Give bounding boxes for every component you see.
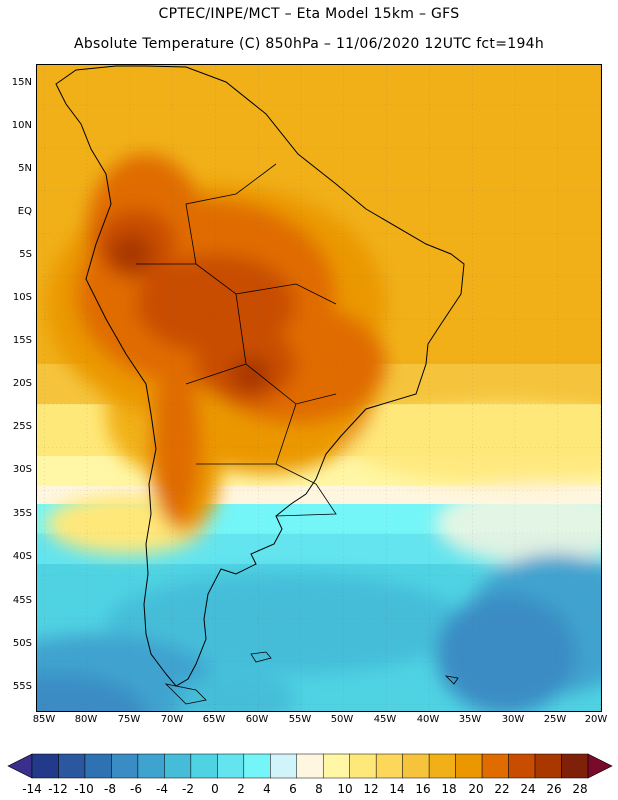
lat-label-10s: 10S xyxy=(12,292,32,303)
colorbar-label: -14 xyxy=(22,782,42,796)
lon-label-35w: 35W xyxy=(458,714,482,725)
colorbar-cell xyxy=(561,753,589,779)
colorbar-label: 14 xyxy=(389,782,405,796)
lon-label-75w: 75W xyxy=(117,714,141,725)
colorbar-label: -2 xyxy=(182,782,194,796)
colorbar-label: -4 xyxy=(156,782,168,796)
colorbar-label: 28 xyxy=(572,782,588,796)
lat-label-10n: 10N xyxy=(11,120,32,131)
colorbar-label: -6 xyxy=(130,782,142,796)
lat-label-55s: 55S xyxy=(12,681,32,692)
colorbar-cell xyxy=(190,753,218,779)
title-line-1: CPTEC/INPE/MCT – Eta Model 15km – GFS xyxy=(158,6,460,22)
colorbar-label: 10 xyxy=(337,782,353,796)
colorbar-label: 16 xyxy=(415,782,431,796)
colorbar-cell xyxy=(322,753,350,779)
graticule xyxy=(36,64,602,712)
colorbar-cell xyxy=(243,753,271,779)
colorbar-cell xyxy=(296,753,324,779)
lon-label-65w: 65W xyxy=(202,714,226,725)
colorbar-label: 22 xyxy=(494,782,510,796)
colorbar-label: -8 xyxy=(104,782,116,796)
lat-label-50s: 50S xyxy=(12,638,32,649)
lat-label-15s: 15S xyxy=(12,335,32,346)
lon-label-85w: 85W xyxy=(32,714,56,725)
colorbar-cell xyxy=(455,753,483,779)
lon-label-30w: 30W xyxy=(501,714,525,725)
lon-label-45w: 45W xyxy=(373,714,397,725)
colorbar-cell xyxy=(164,753,192,779)
colorbar-label: 0 xyxy=(211,782,219,796)
colorbar-cell xyxy=(58,753,86,779)
colorbar-label: 20 xyxy=(468,782,484,796)
colorbar-cell xyxy=(31,753,59,779)
lat-label-20s: 20S xyxy=(12,378,32,389)
lat-label-5n: 5N xyxy=(18,163,32,174)
lat-label-eq: EQ xyxy=(17,206,32,217)
lon-label-25w: 25W xyxy=(543,714,567,725)
lon-label-55w: 55W xyxy=(288,714,312,725)
lon-label-50w: 50W xyxy=(330,714,354,725)
colorbar-label: -12 xyxy=(48,782,68,796)
colorbar-label: -10 xyxy=(74,782,94,796)
colorbar-cell xyxy=(137,753,165,779)
lat-label-35s: 35S xyxy=(12,508,32,519)
colorbar xyxy=(7,753,613,779)
lat-label-30s: 30S xyxy=(12,464,32,475)
lat-label-25s: 25S xyxy=(12,421,32,432)
lon-label-60w: 60W xyxy=(245,714,269,725)
colorbar-label: 26 xyxy=(546,782,562,796)
colorbar-label: 8 xyxy=(315,782,323,796)
colorbar-cell xyxy=(375,753,403,779)
lat-label-15n: 15N xyxy=(11,77,32,88)
colorbar-label: 18 xyxy=(441,782,457,796)
colorbar-cell xyxy=(217,753,245,779)
lat-label-40s: 40S xyxy=(12,551,32,562)
lat-label-45s: 45S xyxy=(12,595,32,606)
colorbar-cell xyxy=(111,753,139,779)
temperature-map xyxy=(36,64,602,712)
lat-label-5s: 5S xyxy=(19,249,32,260)
map-frame xyxy=(36,64,602,712)
colorbar-low-arrow xyxy=(7,753,33,779)
colorbar-high-arrow xyxy=(587,753,613,779)
title-line-2: Absolute Temperature (C) 850hPa – 11/06/… xyxy=(73,36,545,52)
colorbar-cell xyxy=(349,753,377,779)
colorbar-cell xyxy=(428,753,456,779)
colorbar-cell xyxy=(534,753,562,779)
lon-label-80w: 80W xyxy=(74,714,98,725)
lon-label-70w: 70W xyxy=(160,714,184,725)
colorbar-cell xyxy=(270,753,298,779)
colorbar-cell xyxy=(84,753,112,779)
colorbar-label: 12 xyxy=(363,782,379,796)
lon-label-20w: 20W xyxy=(584,714,608,725)
colorbar-label: 4 xyxy=(263,782,271,796)
colorbar-label: 6 xyxy=(289,782,297,796)
colorbar-label: 24 xyxy=(520,782,536,796)
colorbar-label: 2 xyxy=(237,782,245,796)
colorbar-cell xyxy=(481,753,509,779)
colorbar-cell xyxy=(402,753,430,779)
lon-label-40w: 40W xyxy=(416,714,440,725)
colorbar-cell xyxy=(508,753,536,779)
